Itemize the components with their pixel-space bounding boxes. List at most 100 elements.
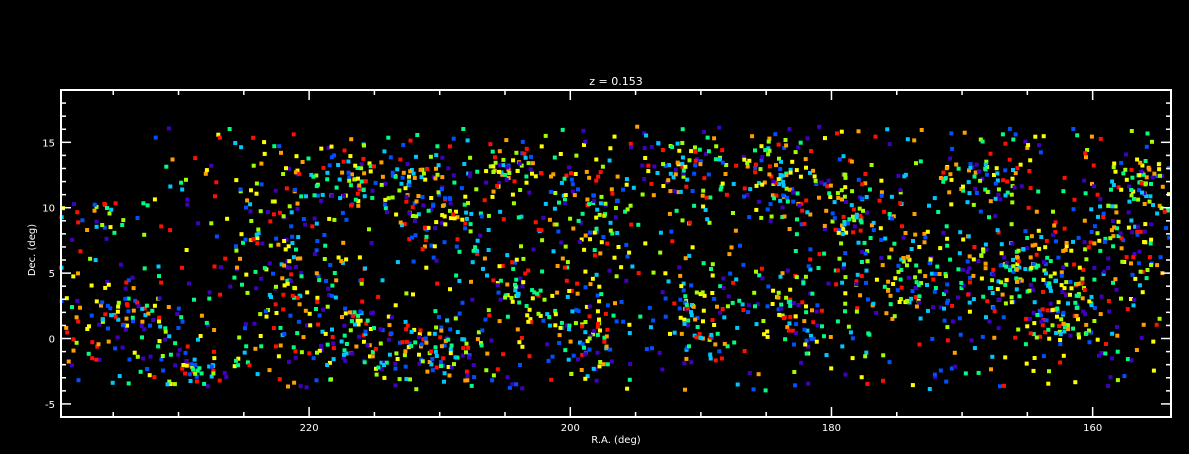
data-point-33	[90, 340, 95, 345]
data-point-1496	[1071, 326, 1076, 331]
data-point-1506	[1077, 335, 1081, 340]
data-point-352	[331, 341, 336, 346]
data-point-1956	[207, 296, 212, 301]
data-point-1741	[663, 271, 668, 276]
data-point-1679	[1143, 181, 1148, 186]
data-point-2092	[794, 275, 799, 280]
data-point-1420	[1031, 262, 1036, 267]
data-point-1763	[1098, 136, 1103, 141]
data-point-2053	[708, 335, 713, 340]
data-point-2553	[363, 266, 367, 271]
data-point-1483	[1075, 303, 1080, 308]
data-point-8	[106, 339, 111, 344]
data-point-667	[516, 293, 521, 298]
data-point-1280	[901, 256, 906, 260]
data-point-1926	[1129, 129, 1134, 133]
data-point-762	[591, 193, 596, 198]
data-point-2437	[932, 289, 937, 294]
data-point-573	[530, 171, 534, 176]
data-point-2058	[305, 290, 310, 295]
data-point-955	[758, 167, 763, 172]
data-point-1817	[864, 350, 869, 355]
data-point-1153	[864, 195, 869, 199]
data-point-219	[334, 278, 339, 283]
data-point-1139	[833, 227, 838, 232]
data-point-1140	[822, 227, 827, 232]
data-point-103	[199, 371, 204, 376]
data-point-1928	[1074, 282, 1078, 287]
data-point-29	[64, 296, 69, 301]
data-point-2225	[123, 296, 128, 301]
data-point-438	[434, 220, 439, 225]
data-point-2302	[1122, 374, 1127, 379]
data-point-657	[483, 317, 488, 322]
data-point-2098	[209, 221, 214, 226]
data-point-1761	[1004, 264, 1009, 269]
data-point-664	[503, 293, 508, 298]
data-point-1442	[979, 253, 984, 258]
data-point-307	[338, 196, 343, 201]
data-point-1138	[817, 195, 821, 200]
data-point-736	[600, 164, 605, 169]
data-point-2141	[573, 172, 578, 176]
data-point-1537	[1098, 312, 1103, 317]
data-point-233	[255, 236, 260, 241]
data-point-2130	[576, 218, 581, 223]
data-point-1252	[893, 276, 898, 281]
data-point-1437	[984, 315, 988, 320]
data-point-950	[778, 173, 783, 177]
data-point-735	[629, 145, 633, 150]
data-point-621	[542, 297, 547, 302]
data-point-124	[105, 206, 109, 210]
data-point-1753	[1143, 240, 1148, 245]
data-point-207	[245, 198, 250, 203]
data-point-117	[120, 223, 125, 227]
data-point-624	[487, 313, 492, 318]
data-point-2117	[65, 330, 70, 335]
data-point-1598	[1113, 204, 1118, 209]
data-point-2059	[1106, 265, 1111, 270]
data-point-82	[187, 372, 192, 377]
data-point-1122	[841, 214, 846, 219]
data-point-2548	[259, 344, 264, 349]
data-point-2501	[1013, 132, 1018, 137]
data-point-2366	[1000, 132, 1005, 137]
data-point-917	[668, 331, 672, 336]
data-point-490	[511, 201, 516, 206]
data-point-2014	[157, 274, 161, 279]
data-point-1236	[945, 243, 950, 248]
data-point-1766	[1034, 209, 1039, 214]
data-point-2185	[414, 387, 419, 392]
data-point-1042	[799, 360, 804, 365]
data-point-343	[325, 342, 330, 347]
data-point-1880	[348, 310, 352, 315]
data-point-58	[142, 327, 147, 332]
data-point-978	[760, 155, 765, 160]
data-point-335	[330, 327, 334, 332]
data-point-1973	[701, 319, 705, 324]
data-point-694	[569, 171, 573, 176]
data-point-2557	[223, 256, 228, 261]
data-point-232	[253, 269, 258, 274]
data-point-64	[99, 303, 103, 308]
data-point-1749	[741, 262, 746, 267]
data-point-2482	[470, 260, 475, 265]
data-point-2233	[625, 254, 630, 259]
data-point-1265	[856, 240, 861, 245]
data-point-853	[689, 149, 694, 154]
data-point-2340	[536, 311, 541, 316]
data-point-1278	[913, 286, 918, 290]
data-point-1003	[811, 168, 816, 173]
data-point-189	[312, 193, 317, 198]
data-point-1108	[851, 230, 856, 235]
data-point-1530	[1028, 282, 1033, 287]
data-point-342	[327, 360, 332, 365]
data-point-1430	[1052, 271, 1057, 276]
data-point-709	[628, 141, 633, 146]
data-point-2296	[315, 350, 319, 355]
data-point-706	[576, 187, 580, 192]
data-point-792	[587, 314, 592, 319]
data-point-910	[694, 290, 699, 295]
data-point-633	[530, 296, 535, 301]
data-point-1986	[842, 222, 847, 227]
